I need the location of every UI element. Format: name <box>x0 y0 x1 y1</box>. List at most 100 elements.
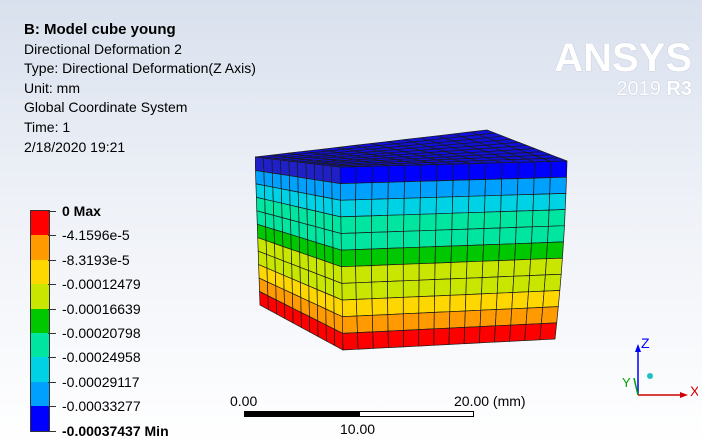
side-face-element <box>289 204 300 223</box>
legend-max-label: 0 Max <box>62 203 101 219</box>
front-face-element <box>355 182 373 201</box>
side-face-element <box>255 170 265 186</box>
legend-value-label: -0.00016639 <box>62 300 141 317</box>
front-face-element <box>419 229 437 248</box>
front-face-element <box>510 307 528 326</box>
front-face-element <box>357 331 374 350</box>
front-face-element <box>452 163 471 181</box>
front-face-element <box>338 216 356 234</box>
front-face-element <box>356 314 374 333</box>
front-face-element <box>418 312 435 330</box>
front-face-element <box>517 161 535 179</box>
front-face-element <box>498 243 516 261</box>
deformed-cube-mesh[interactable] <box>255 95 575 360</box>
front-face-element <box>481 276 499 295</box>
side-face-element <box>322 180 333 200</box>
front-face-element <box>533 161 552 179</box>
front-face-element <box>371 231 388 250</box>
front-face-element <box>530 242 548 260</box>
front-face-element <box>547 225 565 243</box>
front-face-element <box>496 275 515 294</box>
triad-isometric-ball[interactable] <box>647 373 653 379</box>
legend-swatch <box>31 357 49 382</box>
axis-triad[interactable]: Z X Y <box>608 330 698 410</box>
front-face-element <box>509 323 527 342</box>
side-face-element <box>315 210 325 230</box>
legend-value-label: -0.00033277 <box>62 398 141 415</box>
front-face-element <box>402 279 420 298</box>
front-face-element <box>402 246 420 265</box>
front-face-element <box>481 260 500 278</box>
legend-value-label: -0.00029117 <box>62 373 140 390</box>
result-info-block: B: Model cube young Directional Deformat… <box>24 20 256 157</box>
logo-version-year: 2019 <box>616 78 661 100</box>
front-face-element <box>449 294 467 313</box>
front-face-element <box>418 328 435 347</box>
front-face-element <box>515 226 533 245</box>
front-face-element <box>483 211 502 229</box>
front-face-element <box>433 327 450 346</box>
front-face-element <box>465 277 483 295</box>
scale-start-label: 0.00 <box>230 393 258 409</box>
front-face-element <box>495 308 513 327</box>
front-face-element <box>339 282 357 301</box>
front-face-element <box>436 163 454 182</box>
front-face-element <box>387 313 404 332</box>
front-face-element <box>355 298 373 317</box>
result-time: Time: 1 <box>24 118 71 135</box>
legend-tick <box>48 308 56 310</box>
front-face-element <box>434 245 452 264</box>
front-face-element <box>371 165 389 184</box>
result-timestamp: 2/18/2020 19:21 <box>24 138 126 155</box>
front-face-element <box>451 228 469 247</box>
front-face-element <box>371 281 388 300</box>
result-type: Type: Directional Deformation(Z Axis) <box>24 60 256 77</box>
logo-release: R3 <box>666 78 692 100</box>
front-face-element <box>402 296 420 315</box>
front-face-element <box>435 212 453 231</box>
front-face-element <box>548 209 566 227</box>
result-unit: Unit: mm <box>24 79 80 96</box>
side-face-element <box>263 157 273 174</box>
front-face-element <box>451 195 470 214</box>
front-face-element <box>341 315 358 334</box>
legend-tick <box>48 259 56 261</box>
side-face-element <box>323 212 334 232</box>
front-face-element <box>482 243 500 262</box>
z-axis-arrow <box>635 344 641 352</box>
front-face-element <box>449 277 467 296</box>
front-face-element <box>468 195 486 214</box>
side-face-element <box>331 198 342 218</box>
legend-swatch <box>31 406 49 431</box>
front-face-element <box>387 296 404 315</box>
scale-end-label: 20.00 (mm) <box>454 393 526 409</box>
front-face-element <box>500 178 519 196</box>
front-face-element <box>355 165 373 184</box>
front-face-element <box>533 177 551 195</box>
side-face-element <box>334 328 344 351</box>
front-face-element <box>542 290 561 308</box>
front-face-element <box>419 213 437 232</box>
legend-tick <box>48 333 56 334</box>
legend-swatch <box>31 284 49 309</box>
front-face-element <box>435 196 454 215</box>
front-face-element <box>387 263 404 282</box>
model-title: B: Model cube young <box>24 21 176 38</box>
front-face-element <box>532 193 551 211</box>
side-face-element <box>272 200 283 219</box>
front-face-element <box>418 262 436 281</box>
front-face-element <box>448 326 466 345</box>
front-face-element <box>548 193 567 211</box>
front-face-element <box>371 297 389 316</box>
legend-value-label: -0.00024958 <box>62 349 141 366</box>
front-face-element <box>387 214 405 233</box>
front-face-element <box>372 330 389 349</box>
front-face-element <box>403 197 421 216</box>
front-face-element <box>525 307 544 325</box>
front-face-element <box>501 161 519 180</box>
z-axis-label: Z <box>641 335 650 351</box>
side-face-element <box>315 226 325 246</box>
front-face-element <box>540 306 559 324</box>
front-face-element <box>514 242 532 261</box>
